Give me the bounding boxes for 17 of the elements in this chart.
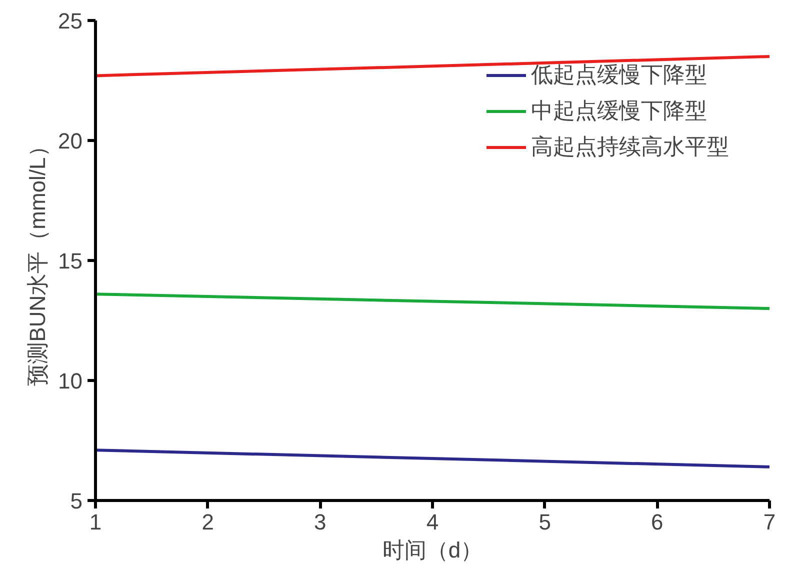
x-tick-label: 7 bbox=[763, 510, 776, 534]
legend-label: 高起点持续高水平型 bbox=[531, 133, 729, 161]
y-tick-label: 20 bbox=[58, 128, 83, 154]
legend-label: 中起点缓慢下降型 bbox=[531, 97, 707, 125]
y-tick-label: 10 bbox=[58, 368, 83, 394]
x-tick-label: 4 bbox=[426, 510, 439, 534]
x-tick-label: 5 bbox=[538, 510, 551, 534]
y-tick-label: 25 bbox=[58, 8, 83, 34]
x-tick-label: 1 bbox=[89, 510, 102, 534]
x-axis-title: 时间（d） bbox=[382, 538, 483, 562]
x-tick-label: 6 bbox=[651, 510, 664, 534]
x-tick-label: 2 bbox=[202, 510, 214, 534]
y-tick-label: 15 bbox=[58, 248, 83, 274]
y-tick-label: 5 bbox=[70, 488, 83, 514]
legend-label: 低起点缓慢下降型 bbox=[531, 61, 707, 89]
y-axis-title: 预测BUN水平（mmol/L） bbox=[25, 135, 50, 386]
x-tick-label: 3 bbox=[314, 510, 326, 534]
